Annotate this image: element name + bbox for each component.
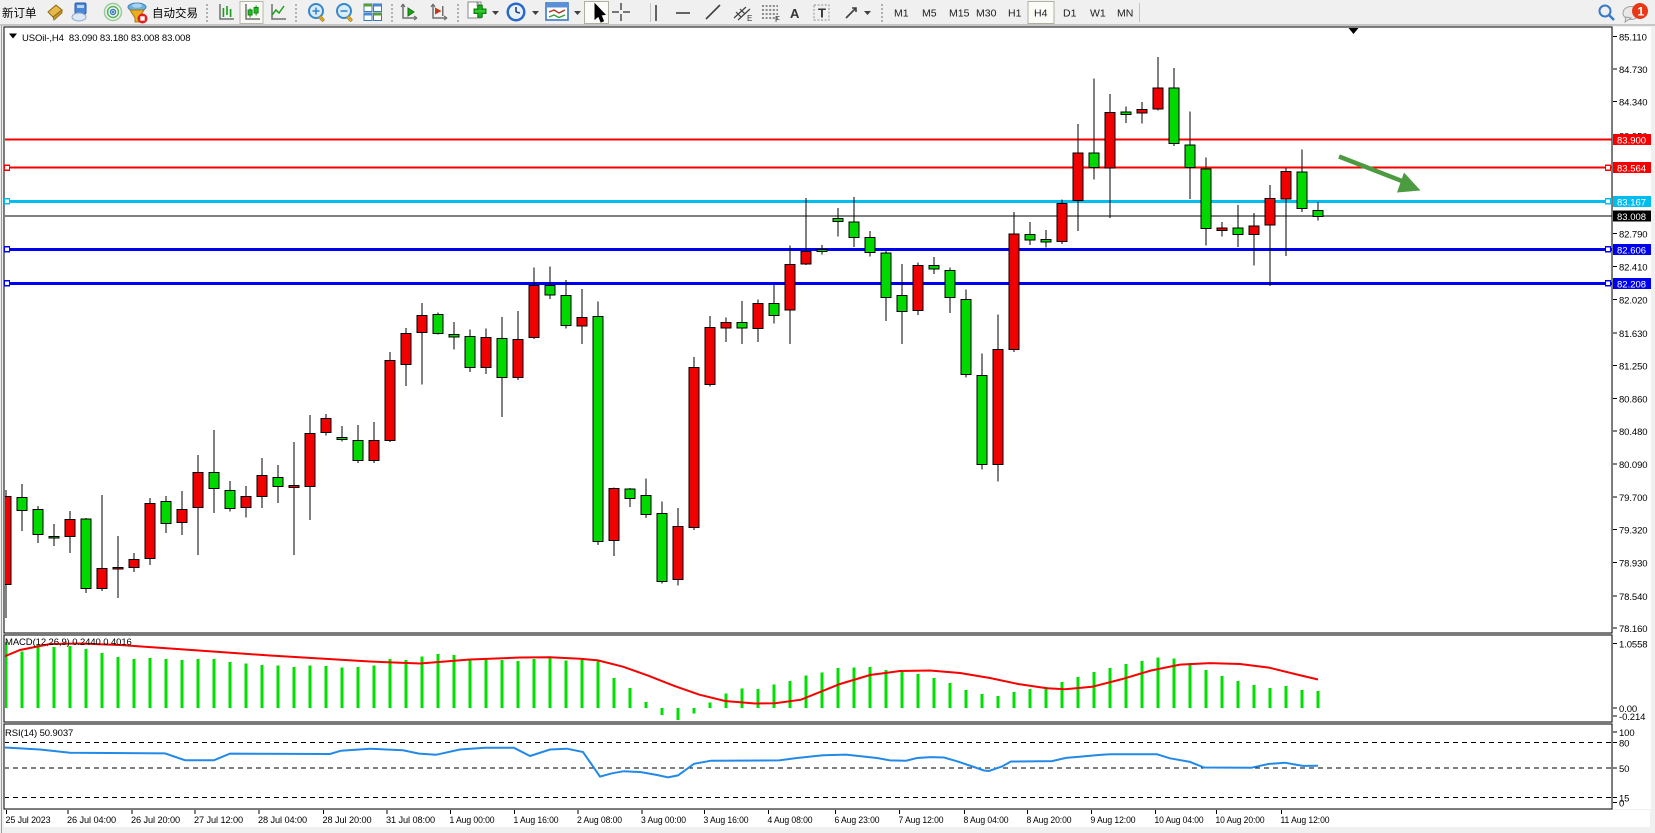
svg-text:1: 1 (1638, 5, 1645, 19)
svg-text:79.320: 79.320 (1619, 526, 1647, 537)
svg-text:3 Aug 16:00: 3 Aug 16:00 (704, 815, 749, 826)
svg-text:F: F (775, 15, 780, 24)
svg-text:M30: M30 (976, 8, 997, 20)
svg-text:78.930: 78.930 (1619, 559, 1647, 570)
svg-text:0: 0 (1619, 799, 1624, 810)
svg-text:M15: M15 (949, 8, 970, 20)
svg-text:82.410: 82.410 (1619, 263, 1647, 274)
svg-text:10 Aug 04:00: 10 Aug 04:00 (1155, 815, 1204, 826)
svg-text:自动交易: 自动交易 (152, 6, 198, 20)
svg-text:26 Jul 20:00: 26 Jul 20:00 (131, 815, 180, 826)
svg-text:0.00: 0.00 (1619, 704, 1637, 715)
svg-text:6 Aug 23:00: 6 Aug 23:00 (835, 815, 880, 826)
svg-text:T: T (818, 6, 826, 21)
svg-text:50: 50 (1619, 764, 1629, 775)
svg-text:82.020: 82.020 (1619, 296, 1647, 307)
svg-text:1.0558: 1.0558 (1619, 639, 1647, 650)
svg-text:81.250: 81.250 (1619, 361, 1647, 372)
svg-text:81.630: 81.630 (1619, 329, 1647, 340)
svg-text:H1: H1 (1008, 8, 1022, 20)
svg-text:10 Aug 20:00: 10 Aug 20:00 (1216, 815, 1265, 826)
svg-text:9 Aug 12:00: 9 Aug 12:00 (1091, 815, 1136, 826)
svg-text:A: A (790, 6, 800, 21)
svg-text:M1: M1 (894, 8, 909, 20)
svg-text:新订单: 新订单 (2, 6, 37, 20)
svg-text:RSI(14) 50.9037: RSI(14) 50.9037 (5, 728, 73, 739)
svg-text:3 Aug 00:00: 3 Aug 00:00 (641, 815, 686, 826)
svg-text:MN: MN (1117, 8, 1133, 20)
svg-text:83.564: 83.564 (1617, 164, 1646, 175)
svg-text:80.860: 80.860 (1619, 394, 1647, 405)
svg-text:84.730: 84.730 (1619, 65, 1647, 76)
svg-text:83.008: 83.008 (1617, 212, 1646, 223)
svg-text:78.540: 78.540 (1619, 592, 1647, 603)
svg-text:28 Jul 20:00: 28 Jul 20:00 (323, 815, 372, 826)
svg-text:27 Jul 12:00: 27 Jul 12:00 (194, 815, 243, 826)
svg-text:H4: H4 (1034, 8, 1048, 20)
svg-text:78.160: 78.160 (1619, 624, 1647, 635)
svg-text:28 Jul 04:00: 28 Jul 04:00 (258, 815, 307, 826)
svg-text:4 Aug 08:00: 4 Aug 08:00 (768, 815, 813, 826)
svg-text:85.110: 85.110 (1619, 33, 1647, 44)
svg-text:MACD(12,26,9) 0.2440 0.4016: MACD(12,26,9) 0.2440 0.4016 (5, 637, 132, 648)
svg-text:79.700: 79.700 (1619, 493, 1647, 504)
svg-text:-0.214: -0.214 (1619, 712, 1645, 723)
svg-text:W1: W1 (1090, 8, 1106, 20)
svg-text:83.900: 83.900 (1617, 136, 1646, 147)
svg-text:82.790: 82.790 (1619, 230, 1647, 241)
svg-text:1 Aug 16:00: 1 Aug 16:00 (514, 815, 559, 826)
svg-text:100: 100 (1619, 728, 1635, 739)
svg-text:USOil-,H4 83.090 83.180 83.00: USOil-,H4 83.090 83.180 83.008 83.008 (22, 33, 190, 44)
svg-text:11 Aug 12:00: 11 Aug 12:00 (1281, 815, 1330, 826)
svg-text:E: E (747, 14, 752, 23)
svg-text:31 Jul 08:00: 31 Jul 08:00 (386, 815, 435, 826)
svg-text:82.606: 82.606 (1617, 245, 1646, 256)
svg-text:84.340: 84.340 (1619, 98, 1647, 109)
svg-text:2 Aug 08:00: 2 Aug 08:00 (577, 815, 622, 826)
svg-text:80.480: 80.480 (1619, 427, 1647, 438)
svg-text:8 Aug 04:00: 8 Aug 04:00 (964, 815, 1009, 826)
svg-text:80.090: 80.090 (1619, 460, 1647, 471)
svg-text:1 Aug 00:00: 1 Aug 00:00 (450, 815, 495, 826)
svg-text:M5: M5 (922, 8, 937, 20)
svg-text:15: 15 (1619, 793, 1629, 804)
svg-text:D1: D1 (1063, 8, 1077, 20)
svg-text:8 Aug 20:00: 8 Aug 20:00 (1027, 815, 1072, 826)
svg-text:7 Aug 12:00: 7 Aug 12:00 (899, 815, 944, 826)
svg-text:82.208: 82.208 (1617, 279, 1646, 290)
svg-text:80: 80 (1619, 738, 1629, 749)
svg-text:83.167: 83.167 (1617, 197, 1646, 208)
svg-text:26 Jul 04:00: 26 Jul 04:00 (67, 815, 116, 826)
svg-text:25 Jul 2023: 25 Jul 2023 (6, 815, 51, 826)
